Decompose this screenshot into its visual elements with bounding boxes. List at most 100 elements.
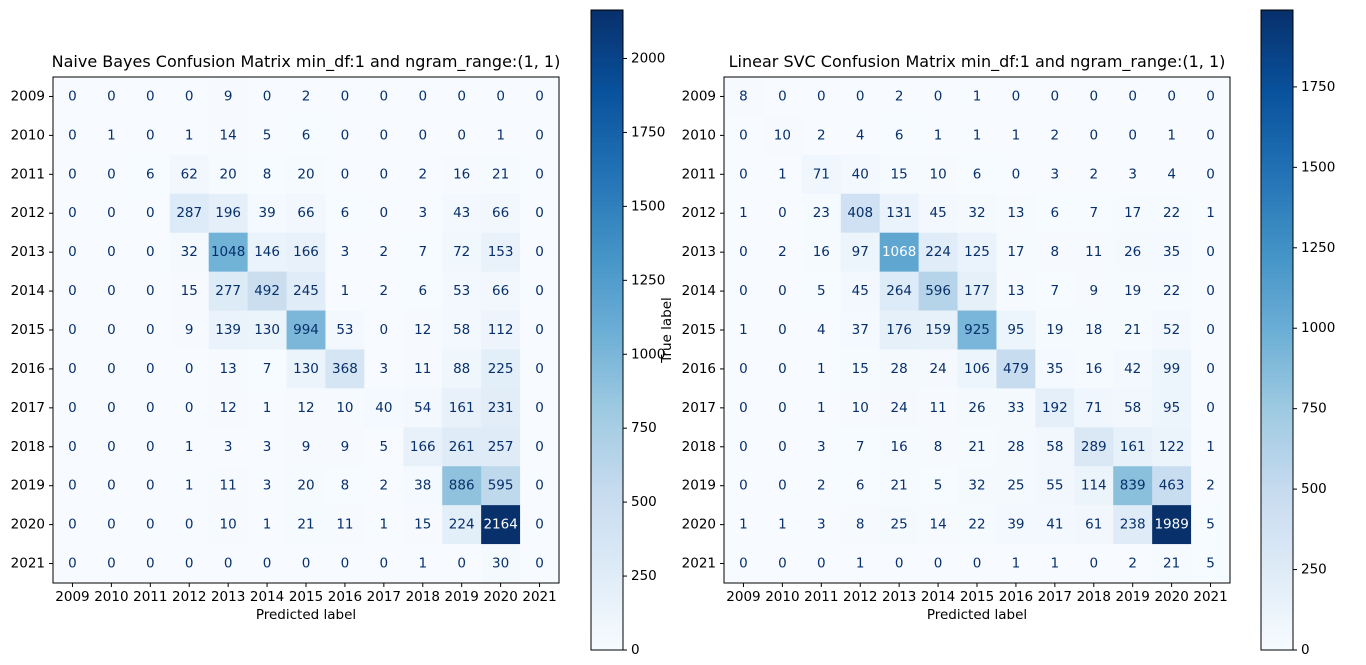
heatmap-cell — [286, 193, 326, 234]
cell-value-label: 8 — [263, 166, 272, 182]
colorbar-segment — [591, 470, 623, 475]
x-axis-label: Predicted label — [927, 607, 1027, 623]
heatmap-cell — [247, 154, 287, 195]
cell-value-label: 0 — [185, 556, 194, 572]
colorbar-segment — [591, 430, 623, 435]
cell-value-label: 8 — [1051, 244, 1060, 260]
colorbar-segment — [591, 290, 623, 295]
colorbar-segment — [591, 478, 623, 483]
cell-value-label: 40 — [852, 166, 869, 182]
colorbar-segment — [591, 638, 623, 643]
heatmap-cell — [442, 232, 482, 273]
x-tick-label: 2014 — [921, 589, 955, 605]
heatmap-cell — [840, 77, 881, 117]
cell-value-label: 0 — [185, 517, 194, 533]
heatmap-cell — [286, 154, 326, 195]
colorbar-segment — [591, 226, 623, 231]
colorbar-segment — [1261, 462, 1293, 467]
heatmap-cell — [724, 427, 764, 467]
heatmap-cell — [1074, 115, 1114, 156]
heatmap-cell — [1035, 154, 1075, 195]
cell-value-label: 595 — [488, 478, 514, 494]
cell-value-label: 839 — [1120, 478, 1146, 494]
cell-value-label: 245 — [293, 283, 319, 299]
y-tick-label: 2010 — [682, 127, 716, 143]
cell-value-label: 0 — [380, 205, 389, 221]
colorbar-segment — [1261, 454, 1293, 459]
heatmap-cell — [130, 232, 171, 273]
colorbar-segment — [1261, 110, 1293, 115]
cell-value-label: 17 — [1007, 244, 1024, 260]
heatmap-cell — [957, 466, 997, 506]
colorbar-segment — [1261, 142, 1293, 147]
cell-value-label: 6 — [1051, 205, 1060, 221]
cell-value-label: 0 — [68, 439, 77, 455]
heatmap-cell — [442, 77, 482, 117]
cell-value-label: 0 — [146, 127, 155, 143]
cell-value-label: 71 — [1085, 400, 1102, 416]
cell-value-label: 5 — [1206, 556, 1215, 572]
heatmap-cell — [1035, 77, 1075, 117]
colorbar-segment — [591, 590, 623, 595]
heatmap-cell — [208, 427, 249, 467]
colorbar-segment — [591, 106, 623, 111]
cell-value-label: 3 — [224, 439, 233, 455]
heatmap-cell — [1113, 466, 1153, 506]
heatmap-cell — [724, 349, 764, 389]
cell-value-label: 62 — [181, 166, 198, 182]
colorbar-segment — [1261, 62, 1293, 67]
cell-value-label: 0 — [817, 556, 826, 572]
cell-value-label: 1 — [1206, 205, 1215, 221]
cell-value-label: 0 — [535, 439, 544, 455]
cell-value-label: 0 — [739, 478, 748, 494]
colorbar-segment — [1261, 206, 1293, 211]
heatmap-cell — [286, 77, 326, 117]
cell-value-label: 19 — [1124, 283, 1141, 299]
heatmap-cell — [481, 388, 521, 428]
colorbar-segment — [591, 178, 623, 183]
cell-value-label: 58 — [453, 322, 470, 338]
cell-value-label: 11 — [220, 478, 237, 494]
colorbar-segment — [591, 554, 623, 559]
cell-value-label: 0 — [1089, 88, 1098, 104]
heatmap-cell — [840, 544, 881, 584]
cell-value-label: 0 — [535, 400, 544, 416]
colorbar-segment — [1261, 70, 1293, 75]
heatmap-cell — [762, 193, 803, 234]
colorbar-tick-label: 1500 — [631, 198, 665, 214]
heatmap-cell — [520, 115, 560, 156]
cell-value-label: 0 — [107, 88, 116, 104]
cell-value-label: 10 — [852, 400, 869, 416]
colorbar-segment — [1261, 278, 1293, 283]
colorbar-segment — [1261, 394, 1293, 399]
cell-value-label: 0 — [1206, 322, 1215, 338]
colorbar-segment — [1261, 238, 1293, 243]
cell-value-label: 1 — [778, 517, 787, 533]
cell-value-label: 0 — [778, 205, 787, 221]
heatmap-cell — [840, 349, 881, 389]
colorbar-segment — [591, 518, 623, 523]
colorbar-frame — [1260, 9, 1294, 651]
heatmap-cell — [840, 505, 881, 545]
colorbar-segment — [1261, 590, 1293, 595]
heatmap-cell — [957, 154, 997, 195]
colorbar-segment — [1261, 322, 1293, 327]
heatmap-cell — [520, 77, 560, 117]
cell-value-label: 45 — [852, 283, 869, 299]
heatmap-cell — [325, 427, 365, 467]
heatmap-cell — [247, 466, 287, 506]
colorbar-segment — [1261, 466, 1293, 471]
colorbar-segment — [591, 22, 623, 27]
colorbar-segment — [591, 286, 623, 291]
heatmap-cell — [442, 349, 482, 389]
heatmap-cell — [247, 505, 287, 545]
heatmap-cell — [879, 154, 920, 195]
x-tick-label: 2021 — [522, 589, 556, 605]
colorbar-segment — [591, 614, 623, 619]
cell-value-label: 3 — [817, 439, 826, 455]
y-tick-label: 2016 — [11, 361, 45, 377]
cell-value-label: 114 — [1081, 478, 1107, 494]
cell-value-label: 5 — [263, 127, 272, 143]
heatmap-cell — [1113, 271, 1153, 311]
cell-value-label: 0 — [146, 322, 155, 338]
